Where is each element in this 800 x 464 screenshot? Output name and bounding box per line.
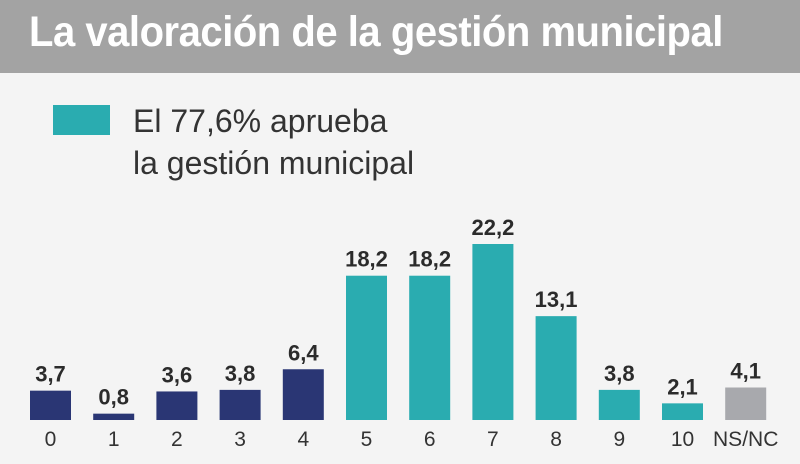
category-label: 2 [171,428,183,451]
value-label: 6,4 [288,340,319,365]
bar-6 [409,275,451,420]
bar-10 [662,403,703,420]
category-label: 10 [671,428,694,451]
value-label: 4,1 [730,358,761,383]
category-label: 5 [361,428,373,451]
bar-8 [535,316,577,420]
bar-5 [346,275,387,420]
category-label: 8 [550,428,562,451]
legend-label-line-2: la gestión municipal [133,145,415,181]
value-label: 18,2 [345,247,388,272]
bar-4 [282,369,324,420]
legend-label-line-1: El 77,6% aprueba [133,103,388,139]
value-label: 2,1 [667,374,698,399]
value-label: 3,7 [35,362,66,387]
bar-ns-nc [725,387,767,420]
category-label: 3 [234,428,246,451]
value-label: 3,8 [225,361,256,386]
legend: El 77,6% aprueba la gestión municipal [53,100,473,190]
bar-0 [30,390,71,420]
bar-7 [472,244,514,420]
value-label: 22,2 [471,215,514,240]
category-label: 1 [108,428,120,451]
category-label: 4 [297,428,309,451]
title-bar: La valoración de la gestión municipal [0,0,800,73]
legend-swatch-approve [53,105,110,135]
chart-title: La valoración de la gestión municipal [29,8,723,56]
category-label: 6 [424,428,436,451]
value-label: 3,6 [162,362,193,387]
category-label: NS/NC [713,428,778,451]
value-label: 3,8 [604,361,635,386]
category-label: 9 [613,428,625,451]
value-label: 0,8 [98,385,129,410]
value-label: 18,2 [408,247,451,272]
category-label: 0 [45,428,57,451]
value-label: 13,1 [535,287,578,312]
category-label: 7 [487,428,499,451]
bar-2 [156,391,198,420]
legend-label: El 77,6% aprueba la gestión municipal [133,100,473,184]
bar-3 [219,389,261,420]
bar-9 [598,389,640,420]
bar-1 [93,413,135,420]
